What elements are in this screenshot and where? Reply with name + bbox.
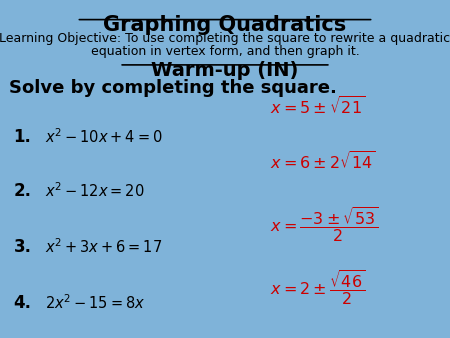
Text: $x=6\pm2\sqrt{14}$: $x=6\pm2\sqrt{14}$ (270, 151, 375, 173)
Text: $x^2-12x=20$: $x^2-12x=20$ (45, 182, 144, 200)
Text: 3.: 3. (14, 238, 32, 256)
Text: Warm-up (IN): Warm-up (IN) (151, 61, 299, 80)
Text: Solve by completing the square.: Solve by completing the square. (9, 79, 337, 97)
Text: Graphing Quadratics: Graphing Quadratics (104, 15, 346, 35)
Text: Learning Objective: To use completing the square to rewrite a quadratic: Learning Objective: To use completing th… (0, 32, 450, 45)
Text: $x=2\pm\dfrac{\sqrt{46}}{2}$: $x=2\pm\dfrac{\sqrt{46}}{2}$ (270, 268, 365, 307)
Text: $2x^2-15=8x$: $2x^2-15=8x$ (45, 293, 145, 312)
Text: 1.: 1. (14, 128, 32, 146)
Text: $x=\dfrac{-3\pm\sqrt{53}}{2}$: $x=\dfrac{-3\pm\sqrt{53}}{2}$ (270, 205, 378, 244)
Text: $x^2+3x+6=17$: $x^2+3x+6=17$ (45, 237, 162, 256)
Text: $x=5\pm\sqrt{21}$: $x=5\pm\sqrt{21}$ (270, 95, 365, 118)
Text: equation in vertex form, and then graph it.: equation in vertex form, and then graph … (90, 45, 360, 57)
Text: $x^2-10x+4=0$: $x^2-10x+4=0$ (45, 127, 162, 146)
Text: 4.: 4. (14, 293, 32, 312)
Text: 2.: 2. (14, 182, 32, 200)
